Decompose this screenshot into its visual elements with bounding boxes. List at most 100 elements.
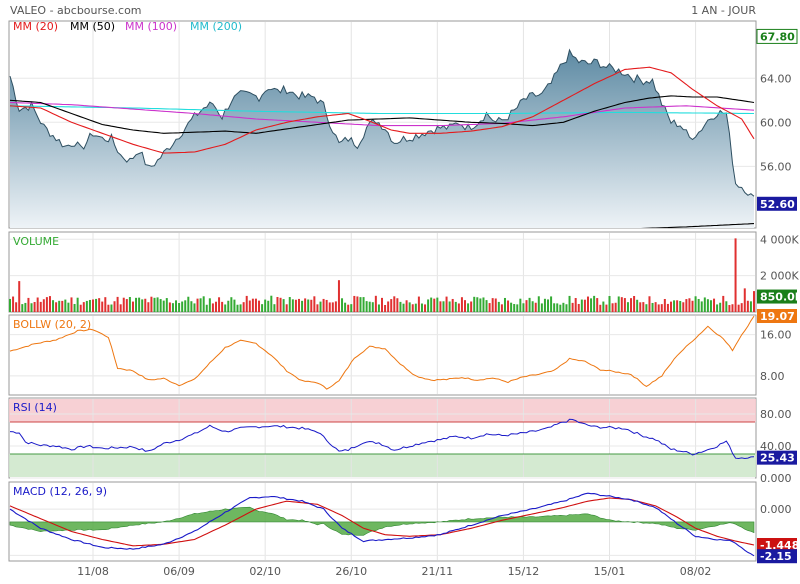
volume-bar bbox=[18, 281, 21, 312]
volume-bar bbox=[310, 299, 313, 312]
volume-bar bbox=[294, 299, 297, 312]
legend-mm20: MM (20) bbox=[13, 20, 58, 33]
volume-bar bbox=[193, 303, 196, 312]
volume-bar bbox=[430, 297, 433, 312]
volume-bar bbox=[147, 302, 150, 312]
last-rsi-badge-bg bbox=[757, 450, 797, 465]
legend-mm100: MM (100) bbox=[125, 20, 177, 33]
volume-bar bbox=[559, 304, 562, 312]
volume-bar bbox=[365, 301, 368, 312]
volume-bar bbox=[301, 300, 304, 312]
volume-bar bbox=[393, 296, 396, 312]
macd-layer bbox=[9, 492, 755, 557]
volume-bar bbox=[513, 304, 516, 312]
volume-bar bbox=[734, 238, 737, 312]
volume-bar bbox=[464, 300, 467, 312]
volume-bar bbox=[547, 299, 550, 312]
volume-bar bbox=[460, 297, 463, 312]
volume-bar bbox=[485, 300, 488, 312]
volume-bar bbox=[214, 301, 217, 312]
volume-bar bbox=[390, 299, 393, 312]
volume-bar bbox=[746, 300, 749, 312]
volume-bar bbox=[113, 301, 116, 312]
period-label: 1 AN - JOUR bbox=[691, 4, 756, 17]
volume-bar bbox=[753, 291, 755, 312]
y-tick-label: 8.00 bbox=[760, 370, 785, 383]
volume-bar bbox=[381, 297, 383, 312]
volume-bar bbox=[614, 302, 617, 312]
volume-bar bbox=[660, 304, 663, 312]
volume-bar bbox=[9, 298, 11, 312]
volume-bar bbox=[691, 300, 694, 312]
volume-bar bbox=[178, 303, 181, 312]
volume-bar bbox=[503, 297, 506, 312]
volume-bar bbox=[242, 302, 245, 312]
volume-bar bbox=[716, 304, 719, 312]
volume-bar bbox=[128, 297, 131, 312]
mm20-line bbox=[9, 66, 755, 154]
volume-bar bbox=[411, 304, 414, 312]
volume-bar bbox=[405, 300, 408, 312]
volume-bar bbox=[184, 300, 187, 312]
volume-bar bbox=[125, 299, 128, 312]
volume-bar bbox=[221, 301, 224, 312]
volume-bar bbox=[131, 301, 134, 312]
volume-bar bbox=[565, 304, 568, 312]
legend-mm200: MM (200) bbox=[190, 20, 242, 33]
volume-bar bbox=[596, 298, 599, 312]
volume-bar bbox=[608, 296, 611, 312]
volume-bar bbox=[540, 303, 543, 312]
volume-bar bbox=[408, 302, 411, 312]
volume-bars bbox=[9, 238, 755, 312]
volume-bar bbox=[27, 297, 30, 312]
y-tick-label: 0.000 bbox=[760, 472, 792, 485]
chart-title: VALEO - abcbourse.com bbox=[10, 4, 142, 17]
volume-bar bbox=[528, 297, 531, 312]
volume-bar bbox=[371, 302, 374, 312]
volume-bar bbox=[33, 301, 36, 312]
x-tick-label: 15/12 bbox=[508, 565, 540, 578]
volume-bar bbox=[279, 297, 282, 312]
volume-bar bbox=[636, 299, 639, 312]
price-area bbox=[10, 49, 754, 228]
volume-bar bbox=[663, 298, 666, 312]
volume-bar bbox=[82, 302, 85, 312]
last-volume-badge: 850.0K bbox=[760, 291, 800, 304]
volume-bar bbox=[141, 299, 144, 312]
volume-bar bbox=[337, 280, 340, 312]
volume-bar bbox=[488, 303, 491, 312]
volume-bar bbox=[119, 304, 122, 312]
volume-bar bbox=[685, 299, 688, 312]
volume-bar bbox=[377, 304, 380, 312]
volume-bar bbox=[285, 304, 288, 312]
volume-bar bbox=[276, 297, 279, 312]
volume-bar bbox=[347, 304, 350, 312]
volume-bar bbox=[325, 299, 328, 312]
volume-bar bbox=[153, 297, 156, 312]
volume-bar bbox=[251, 298, 254, 312]
volume-bar bbox=[156, 297, 159, 312]
x-tick-label: 02/10 bbox=[249, 565, 281, 578]
y-tick-label: 60.00 bbox=[760, 116, 792, 129]
y-tick-label: 4 000K bbox=[760, 233, 799, 246]
volume-bar bbox=[706, 299, 709, 312]
volume-bar bbox=[491, 298, 494, 312]
volume-bar bbox=[168, 302, 171, 312]
volume-bar bbox=[135, 297, 138, 312]
volume-bar bbox=[586, 296, 589, 312]
last-bollw-badge: 19.07 bbox=[760, 310, 795, 323]
macd-title: MACD (12, 26, 9) bbox=[13, 485, 107, 498]
volume-bar bbox=[107, 304, 110, 312]
volume-bar bbox=[543, 298, 546, 312]
volume-bar bbox=[728, 305, 731, 312]
volume-bar bbox=[159, 299, 162, 312]
volume-bar bbox=[328, 302, 331, 312]
volume-bar bbox=[722, 295, 725, 312]
volume-bar bbox=[414, 303, 417, 312]
volume-bar bbox=[676, 300, 679, 312]
volume-bar bbox=[743, 288, 746, 312]
volume-bar bbox=[482, 297, 485, 312]
volume-bar bbox=[633, 295, 636, 312]
volume-bar bbox=[577, 303, 580, 312]
volume-bar bbox=[76, 297, 79, 312]
